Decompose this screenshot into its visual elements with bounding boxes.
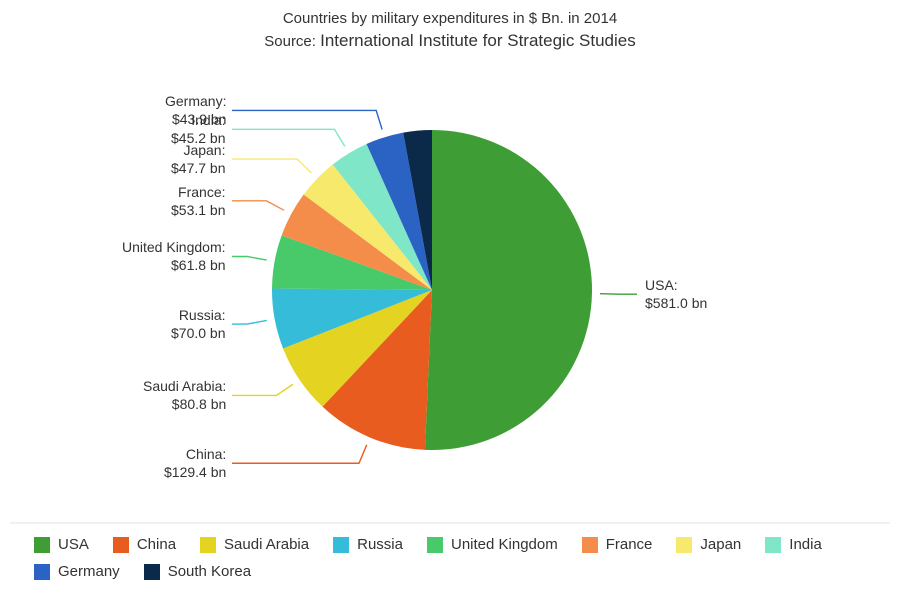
legend-item-germany: Germany bbox=[34, 563, 120, 580]
leader-india bbox=[232, 129, 345, 146]
legend-label: South Korea bbox=[168, 563, 251, 580]
leader-saudi-arabia bbox=[232, 384, 293, 395]
leader-russia bbox=[232, 320, 267, 324]
legend-swatch bbox=[34, 537, 50, 553]
leader-france bbox=[232, 201, 284, 210]
legend-divider bbox=[10, 522, 890, 524]
legend-swatch bbox=[765, 537, 781, 553]
legend-label: USA bbox=[58, 536, 89, 553]
legend-swatch bbox=[34, 564, 50, 580]
legend-label: Japan bbox=[700, 536, 741, 553]
legend-swatch bbox=[144, 564, 160, 580]
legend-item-france: France bbox=[582, 536, 653, 553]
legend-item-japan: Japan bbox=[676, 536, 741, 553]
leader-china bbox=[232, 445, 367, 463]
legend-item-saudi-arabia: Saudi Arabia bbox=[200, 536, 309, 553]
legend-swatch bbox=[333, 537, 349, 553]
legend-label: Saudi Arabia bbox=[224, 536, 309, 553]
legend-label: Germany bbox=[58, 563, 120, 580]
legend-item-south-korea: South Korea bbox=[144, 563, 251, 580]
leader-japan bbox=[232, 159, 311, 173]
pie-slice-usa bbox=[425, 130, 592, 450]
legend-swatch bbox=[582, 537, 598, 553]
leader-germany bbox=[232, 110, 382, 129]
legend-item-united-kingdom: United Kingdom bbox=[427, 536, 558, 553]
legend: USA China Saudi Arabia Russia United Kingdom… bbox=[34, 536, 880, 580]
legend-swatch bbox=[113, 537, 129, 553]
legend-swatch bbox=[200, 537, 216, 553]
legend-label: United Kingdom bbox=[451, 536, 558, 553]
legend-label: France bbox=[606, 536, 653, 553]
legend-swatch bbox=[676, 537, 692, 553]
legend-item-china: China bbox=[113, 536, 176, 553]
chart-container: Countries by military expenditures in $ … bbox=[0, 0, 900, 604]
legend-item-russia: Russia bbox=[333, 536, 403, 553]
pie-chart bbox=[0, 0, 900, 530]
legend-swatch bbox=[427, 537, 443, 553]
legend-label: Russia bbox=[357, 536, 403, 553]
legend-label: India bbox=[789, 536, 822, 553]
legend-label: China bbox=[137, 536, 176, 553]
leader-united-kingdom bbox=[232, 256, 267, 260]
legend-item-india: India bbox=[765, 536, 822, 553]
legend-item-usa: USA bbox=[34, 536, 89, 553]
